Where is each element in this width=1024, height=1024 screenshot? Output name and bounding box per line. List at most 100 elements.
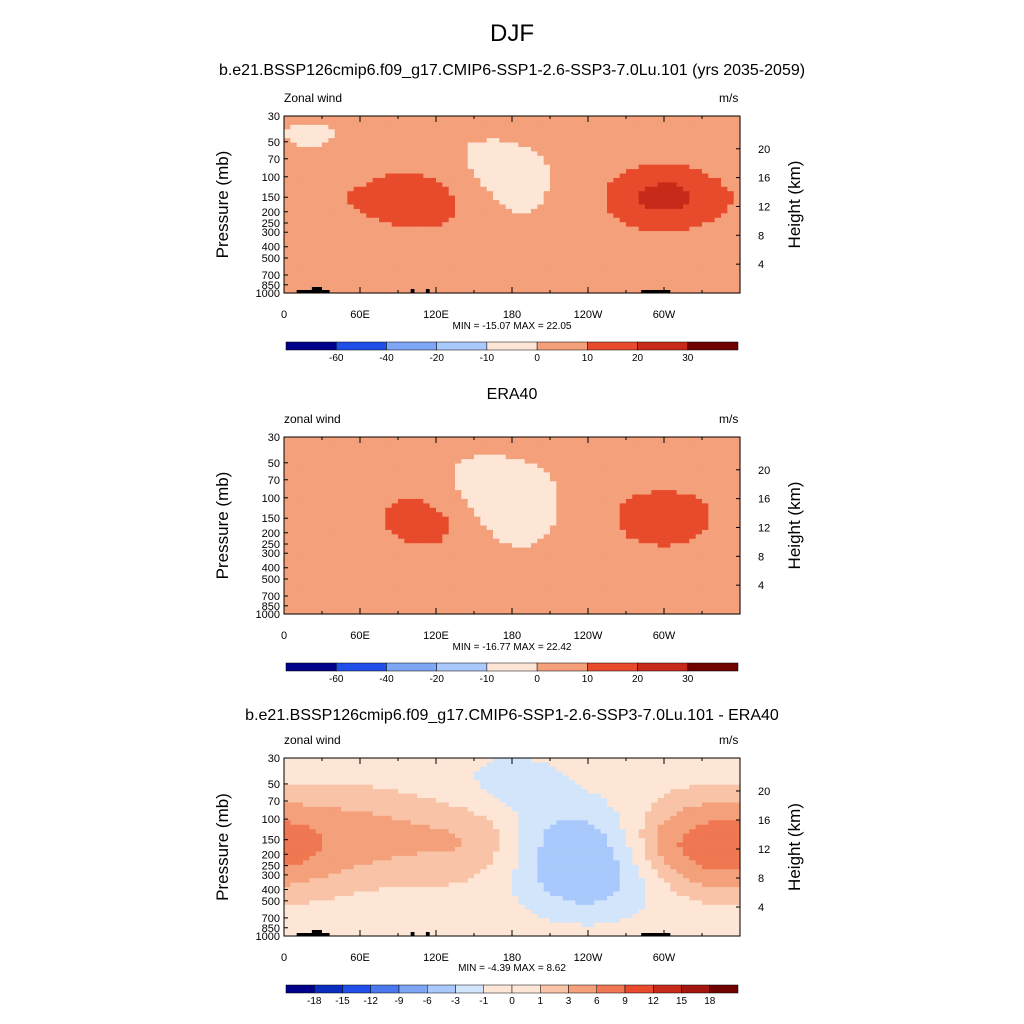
pressure-tick-label: 200 <box>262 207 280 219</box>
longitude-tick-label: 180 <box>503 952 521 964</box>
colorbar-label: -3 <box>451 996 460 1007</box>
colorbar-label: 20 <box>632 353 644 364</box>
pressure-tick-label: 200 <box>262 849 280 861</box>
colorbar-box <box>285 662 337 672</box>
pressure-tick-label: 400 <box>262 563 280 575</box>
colorbar-box <box>681 984 710 994</box>
colorbar-label: 0 <box>534 353 540 364</box>
panel-3-topography <box>410 932 415 936</box>
colorbar-label: -1 <box>479 996 488 1007</box>
longitude-tick-label: 180 <box>503 630 521 642</box>
colorbar-box <box>587 341 638 351</box>
colorbar-box <box>285 341 337 351</box>
colorbar-box <box>398 984 428 994</box>
panel-2-units-label: m/s <box>719 412 739 426</box>
longitude-tick-label: 60W <box>653 309 676 321</box>
colorbar-label: -40 <box>379 674 394 685</box>
colorbar-box <box>342 984 371 994</box>
colorbar-label: -6 <box>423 996 432 1007</box>
colorbar-box <box>335 341 387 351</box>
panel-3-topography <box>296 933 316 936</box>
height-tick-label: 16 <box>758 173 770 185</box>
colorbar-label: -10 <box>480 353 495 364</box>
pressure-tick-label: 250 <box>262 861 280 873</box>
colorbar-label: 10 <box>582 674 594 685</box>
longitude-tick-label: 120E <box>423 309 449 321</box>
pressure-tick-label: 100 <box>262 172 280 184</box>
height-tick-label: 16 <box>758 494 770 506</box>
longitude-tick-label: 0 <box>281 630 287 642</box>
panel-3-contour-field <box>284 758 741 937</box>
pressure-tick-label: 70 <box>268 154 280 166</box>
pressure-tick-label: 700 <box>262 591 280 603</box>
colorbar-box <box>709 984 739 994</box>
colorbar-box <box>624 984 654 994</box>
pressure-tick-label: 1000 <box>256 288 280 300</box>
pressure-tick-label: 70 <box>268 475 280 487</box>
longitude-tick-label: 60E <box>350 309 370 321</box>
colorbar-box <box>596 984 626 994</box>
pressure-axis-label: Pressure (mb) <box>213 151 232 259</box>
pressure-tick-label: 50 <box>268 779 280 791</box>
pressure-tick-label: 1000 <box>256 609 280 621</box>
height-tick-label: 8 <box>758 551 764 563</box>
height-tick-label: 20 <box>758 786 770 798</box>
pressure-tick-label: 50 <box>268 458 280 470</box>
panel-2-title: ERA40 <box>486 386 538 403</box>
figure-title: DJF <box>490 20 534 47</box>
pressure-tick-label: 500 <box>262 253 280 265</box>
panel-1-topography <box>425 289 430 293</box>
colorbar-box <box>370 984 400 994</box>
pressure-axis-label: Pressure (mb) <box>213 472 232 580</box>
colorbar-box <box>486 662 538 672</box>
pressure-tick-label: 50 <box>268 137 280 149</box>
pressure-tick-label: 400 <box>262 242 280 254</box>
height-tick-label: 4 <box>758 902 764 914</box>
colorbar-label: 30 <box>682 353 694 364</box>
pressure-tick-label: 150 <box>262 192 280 204</box>
colorbar-box <box>687 662 739 672</box>
panel-1-plot: 3050701001502002503004005007008501000Pre… <box>213 111 804 364</box>
colorbar-label: -20 <box>429 353 444 364</box>
pressure-tick-label: 200 <box>262 528 280 540</box>
colorbar-box <box>653 984 682 994</box>
panel-3-units-label: m/s <box>719 733 739 747</box>
panel-1-height-axis: 4 8 12 16 20 Height (km) <box>736 144 804 271</box>
colorbar-label: 6 <box>594 996 600 1007</box>
colorbar-label: 0 <box>534 674 540 685</box>
colorbar-box <box>540 984 569 994</box>
panel-2-height-axis: 4 8 12 16 20 Height (km) <box>736 465 804 592</box>
panel-1-title: b.e21.BSSP126cmip6.f09_g17.CMIP6-SSP1-2.… <box>218 62 806 79</box>
panel-3-topography <box>641 933 671 936</box>
pressure-tick-label: 400 <box>262 884 280 896</box>
colorbar-label: -20 <box>429 674 444 685</box>
panel-1-topography <box>296 290 316 293</box>
height-axis-label: Height (km) <box>785 482 804 570</box>
height-tick-label: 12 <box>758 522 770 534</box>
colorbar-box <box>568 984 597 994</box>
longitude-tick-label: 120E <box>423 952 449 964</box>
height-tick-label: 8 <box>758 873 764 885</box>
colorbar-box <box>637 341 689 351</box>
colorbar-label: -60 <box>329 674 344 685</box>
pressure-tick-label: 100 <box>262 814 280 826</box>
colorbar-box <box>335 662 387 672</box>
longitude-tick-label: 60E <box>350 630 370 642</box>
panel-2-plot: 3050701001502002503004005007008501000Pre… <box>213 432 804 685</box>
colorbar-label: 1 <box>537 996 543 1007</box>
height-axis-label: Height (km) <box>785 161 804 249</box>
longitude-tick-label: 60E <box>350 952 370 964</box>
pressure-tick-label: 150 <box>262 513 280 525</box>
colorbar-box <box>285 984 315 994</box>
colorbar-label: -18 <box>307 996 322 1007</box>
longitude-tick-label: 120W <box>574 630 603 642</box>
pressure-tick-label: 850 <box>262 923 280 935</box>
colorbar-label: -15 <box>335 996 350 1007</box>
panel-3-topography <box>425 932 430 936</box>
pressure-tick-label: 700 <box>262 913 280 925</box>
panel-1-topography <box>311 287 322 293</box>
